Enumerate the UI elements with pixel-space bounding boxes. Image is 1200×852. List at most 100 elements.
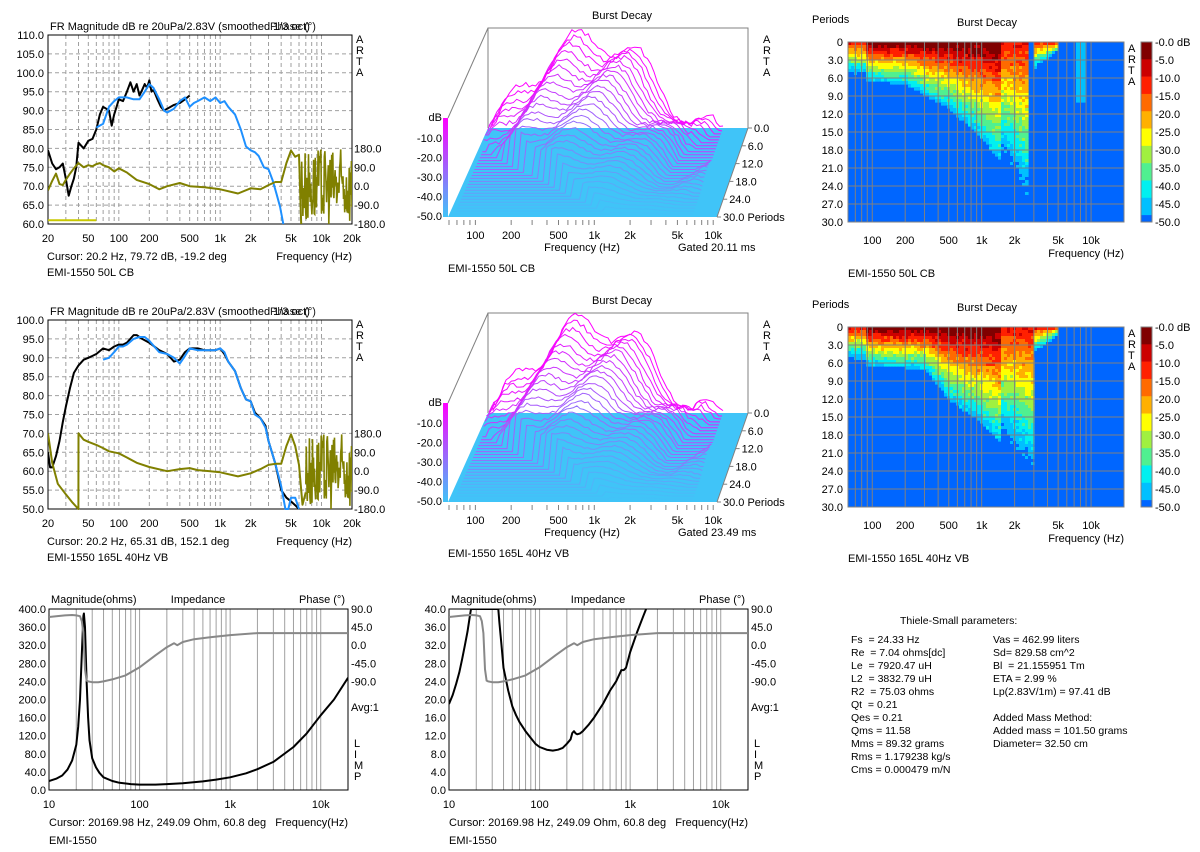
y-tick-label: 0 <box>837 37 843 49</box>
heatmap-cell <box>887 351 891 355</box>
heatmap-cell <box>1010 450 1014 454</box>
heatmap-cell <box>1001 432 1005 436</box>
heatmap-cell <box>983 405 987 409</box>
heatmap-cell <box>1016 186 1020 190</box>
heatmap-cell <box>959 360 963 364</box>
heatmap-cell <box>1004 357 1008 361</box>
colorbar-label: -35.0 <box>1155 448 1180 460</box>
heatmap-cell <box>944 393 948 397</box>
heatmap-cell <box>1010 57 1014 61</box>
plot-area <box>49 612 348 786</box>
heatmap-cell <box>971 333 975 337</box>
heatmap-cell <box>1043 333 1047 337</box>
heatmap-cell <box>1028 342 1032 346</box>
heatmap-cell <box>848 342 852 346</box>
heatmap-cell <box>872 345 876 349</box>
heatmap-cell <box>1025 150 1029 154</box>
heatmap-cell <box>989 426 993 430</box>
heatmap-cell <box>863 327 867 331</box>
heatmap-cell <box>941 69 945 73</box>
heatmap-cell <box>917 342 921 346</box>
heatmap-cell <box>1001 48 1005 52</box>
heatmap-cell <box>1025 81 1029 85</box>
heatmap-cell <box>977 111 981 115</box>
heatmap-cell <box>944 54 948 58</box>
heatmap-cell <box>1016 408 1020 412</box>
heatmap-cell <box>926 327 930 331</box>
heatmap-cell <box>1001 333 1005 337</box>
heatmap-cell <box>1025 99 1029 103</box>
heatmap-cell <box>875 57 879 61</box>
heatmap-cell <box>1019 195 1023 199</box>
heatmap-cell <box>989 417 993 421</box>
heatmap-cell <box>944 381 948 385</box>
heatmap-cell <box>872 54 876 58</box>
heatmap-cell <box>1022 354 1026 358</box>
heatmap-cell <box>869 327 873 331</box>
heatmap-cell <box>962 360 966 364</box>
limp-logo-letter: M <box>754 760 763 772</box>
heatmap-cell <box>1004 90 1008 94</box>
heatmap-cell <box>848 345 852 349</box>
heatmap-cell <box>1016 45 1020 49</box>
heatmap-cell <box>998 105 1002 109</box>
heatmap-cell <box>1007 339 1011 343</box>
heatmap-cell <box>902 78 906 82</box>
x-axis-label: Frequency (Hz) <box>276 251 352 263</box>
heatmap-cell <box>848 69 852 73</box>
heatmap-cell <box>1007 450 1011 454</box>
heatmap-cell <box>941 75 945 79</box>
heatmap-cell <box>959 45 963 49</box>
heatmap-cell <box>950 51 954 55</box>
heatmap-cell <box>935 378 939 382</box>
heatmap-cell <box>1019 336 1023 340</box>
x-axis-label: Frequency (Hz) <box>276 536 352 548</box>
heatmap-cell <box>926 63 930 67</box>
decay-slice-line <box>487 58 719 141</box>
heatmap-cell <box>875 51 879 55</box>
heatmap-cell <box>884 72 888 76</box>
limp-logo-letter: I <box>354 749 357 761</box>
heatmap-cell <box>962 393 966 397</box>
heatmap-cell <box>977 105 981 109</box>
heatmap-cell <box>953 363 957 367</box>
heatmap-cell <box>1016 354 1020 358</box>
heatmap-cell <box>989 360 993 364</box>
heatmap-cell <box>1031 372 1035 376</box>
heatmap-cell <box>932 351 936 355</box>
heatmap-cell <box>1019 381 1023 385</box>
heatmap-cell <box>989 126 993 130</box>
heatmap-cell <box>1025 183 1029 187</box>
heatmap-cell <box>941 339 945 343</box>
heatmap-cell <box>1001 54 1005 58</box>
heatmap-cell <box>989 378 993 382</box>
ts-param: ETA = 2.99 % <box>993 673 1057 685</box>
heatmap-cell <box>869 330 873 334</box>
heatmap-cell <box>1031 354 1035 358</box>
heatmap-cell <box>950 387 954 391</box>
heatmap-cell <box>1007 159 1011 163</box>
heatmap-cell <box>1004 369 1008 373</box>
y-tick-label: 320.0 <box>18 640 46 652</box>
heatmap-cell <box>848 339 852 343</box>
heatmap-cell <box>1031 378 1035 382</box>
heatmap-cell <box>986 327 990 331</box>
heatmap-cell <box>1076 93 1080 97</box>
colorbar-label: -50.0 <box>1155 217 1180 229</box>
heatmap-cell <box>941 366 945 370</box>
heatmap-cell <box>929 345 933 349</box>
decay-slice-line <box>484 353 717 432</box>
heatmap-cell <box>917 345 921 349</box>
heatmap-cell <box>1019 363 1023 367</box>
heatmap-cell <box>929 63 933 67</box>
period-tick-label: 24.0 <box>729 479 750 491</box>
heatmap-cell <box>992 72 996 76</box>
heatmap-cell <box>1019 66 1023 70</box>
x-tick-label: 100 <box>110 518 128 530</box>
z-tick-label: -30.0 <box>417 172 442 184</box>
heatmap-cell <box>917 72 921 76</box>
heatmap-cell <box>983 330 987 334</box>
heatmap-cell <box>875 339 879 343</box>
heatmap-cell <box>893 69 897 73</box>
heatmap-cell <box>878 48 882 52</box>
